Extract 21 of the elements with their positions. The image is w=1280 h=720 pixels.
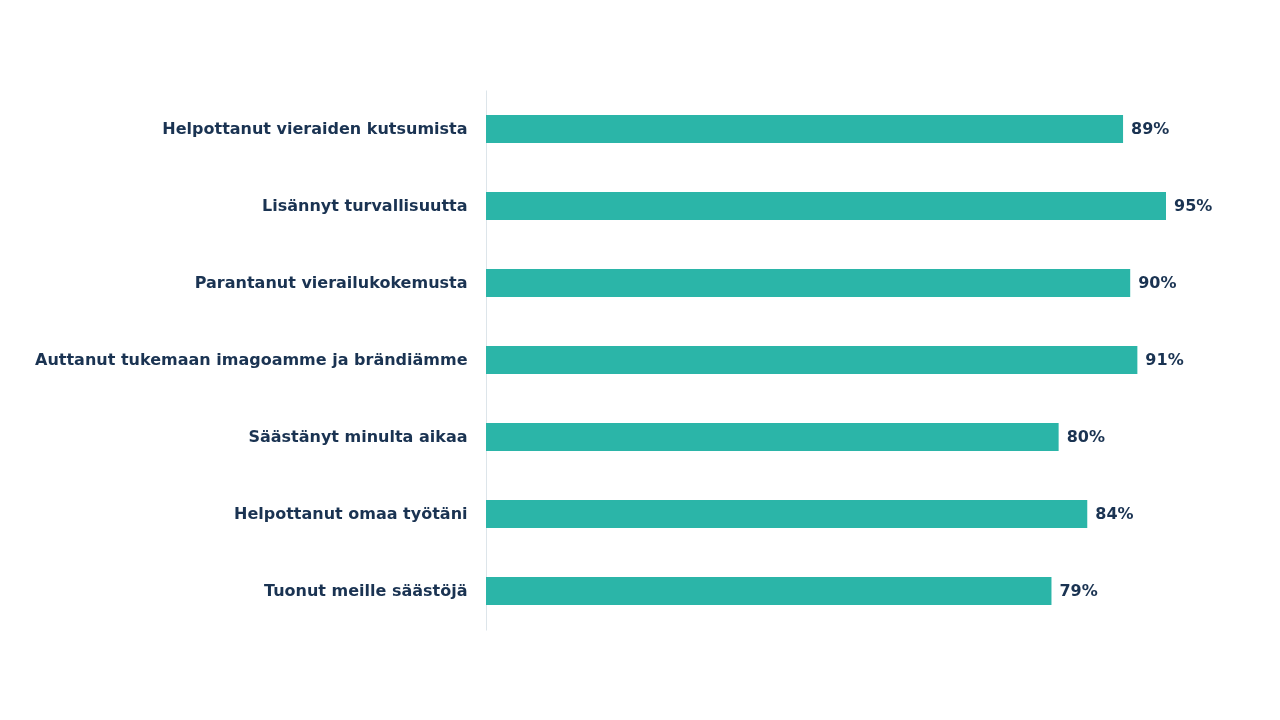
data-label: 79%	[1059, 580, 1098, 600]
bar	[486, 422, 1059, 451]
y-tick-label: Lisännyt turvallisuutta	[262, 196, 468, 216]
data-label: 89%	[1131, 119, 1170, 139]
y-tick-label: Helpottanut vieraiden kutsumista	[162, 119, 468, 139]
bar	[486, 269, 1131, 298]
bar	[486, 499, 1088, 528]
bar	[486, 576, 1052, 605]
y-tick-label: Säästänyt minulta aikaa	[248, 426, 468, 446]
y-tick-label: Auttanut tukemaan imagoamme ja brändiämme	[35, 350, 468, 369]
data-label: 84%	[1095, 503, 1134, 523]
data-label: 91%	[1145, 350, 1184, 369]
y-tick-label: Parantanut vierailukokemusta	[194, 273, 468, 293]
y-tick-label: Helpottanut omaa työtäni	[234, 503, 468, 523]
data-label: 80%	[1066, 426, 1105, 446]
data-label: 95%	[1174, 196, 1213, 216]
y-tick-label: Tuonut meille säästöjä	[264, 580, 468, 600]
bar	[486, 192, 1166, 221]
bar	[486, 345, 1138, 375]
bar	[486, 115, 1124, 144]
data-label: 90%	[1138, 273, 1177, 293]
